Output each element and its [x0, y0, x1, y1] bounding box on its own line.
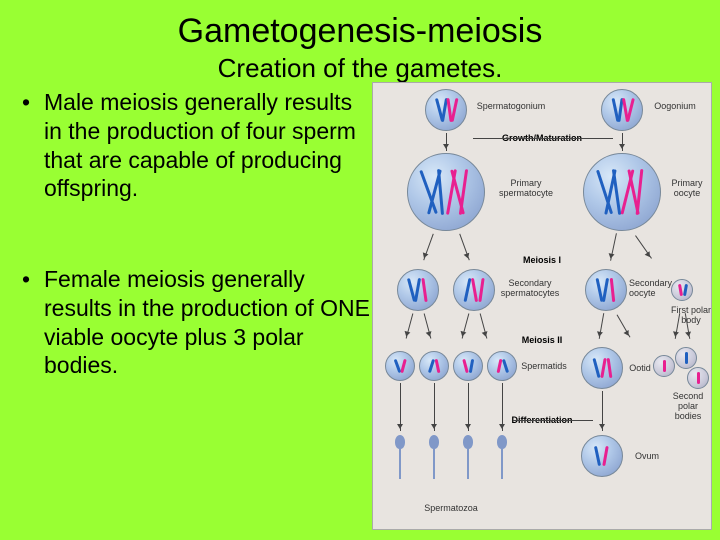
label-secondary-spermatocytes: Secondary spermatocytes — [497, 278, 563, 298]
oogonium-cell — [601, 89, 643, 131]
spermatozoon-1 — [393, 435, 407, 479]
label-oogonium: Oogonium — [645, 101, 705, 111]
label-first-polar: First polar body — [669, 305, 713, 325]
divider — [513, 420, 593, 421]
primary-spermatocyte — [407, 153, 485, 231]
polar-body-2a — [653, 355, 675, 377]
polar-body-2c — [687, 367, 709, 389]
secondary-spermatocyte-2 — [453, 269, 495, 311]
label-meiosis1: Meiosis I — [373, 255, 711, 265]
label-ootid: Ootid — [625, 363, 655, 373]
secondary-oocyte — [585, 269, 627, 311]
spermatid-3 — [453, 351, 483, 381]
spermatozoon-4 — [495, 435, 509, 479]
spermatid-2 — [419, 351, 449, 381]
first-polar-body — [671, 279, 693, 301]
bullet-female: Female meiosis generally results in the … — [22, 265, 372, 380]
spermatozoon-2 — [427, 435, 441, 479]
spermatid-4 — [487, 351, 517, 381]
ovum — [581, 435, 623, 477]
label-primary-oocyte: Primary oocyte — [665, 178, 709, 198]
arrow — [602, 391, 603, 431]
polar-body-2b — [675, 347, 697, 369]
label-spermatids: Spermatids — [519, 361, 569, 371]
label-ovum: Ovum — [627, 451, 667, 461]
label-spermatozoa: Spermatozoa — [411, 503, 491, 513]
bullet-male: Male meiosis generally results in the pr… — [22, 88, 372, 203]
primary-oocyte — [583, 153, 661, 231]
label-meiosis2: Meiosis II — [373, 335, 711, 345]
label-spermatogonium: Spermatogonium — [471, 101, 551, 111]
slide-subtitle: Creation of the gametes. — [0, 51, 720, 84]
bullet-list: Male meiosis generally results in the pr… — [22, 88, 372, 442]
secondary-spermatocyte-1 — [397, 269, 439, 311]
spermatozoon-3 — [461, 435, 475, 479]
ootid — [581, 347, 623, 389]
divider — [473, 138, 613, 139]
gametogenesis-diagram: Spermatogonium Oogonium Growth/Maturatio… — [372, 82, 712, 530]
label-primary-spermatocyte: Primary spermatocyte — [491, 178, 561, 198]
spermatogonium-cell — [425, 89, 467, 131]
slide-title: Gametogenesis-meiosis — [0, 0, 720, 51]
spermatid-1 — [385, 351, 415, 381]
